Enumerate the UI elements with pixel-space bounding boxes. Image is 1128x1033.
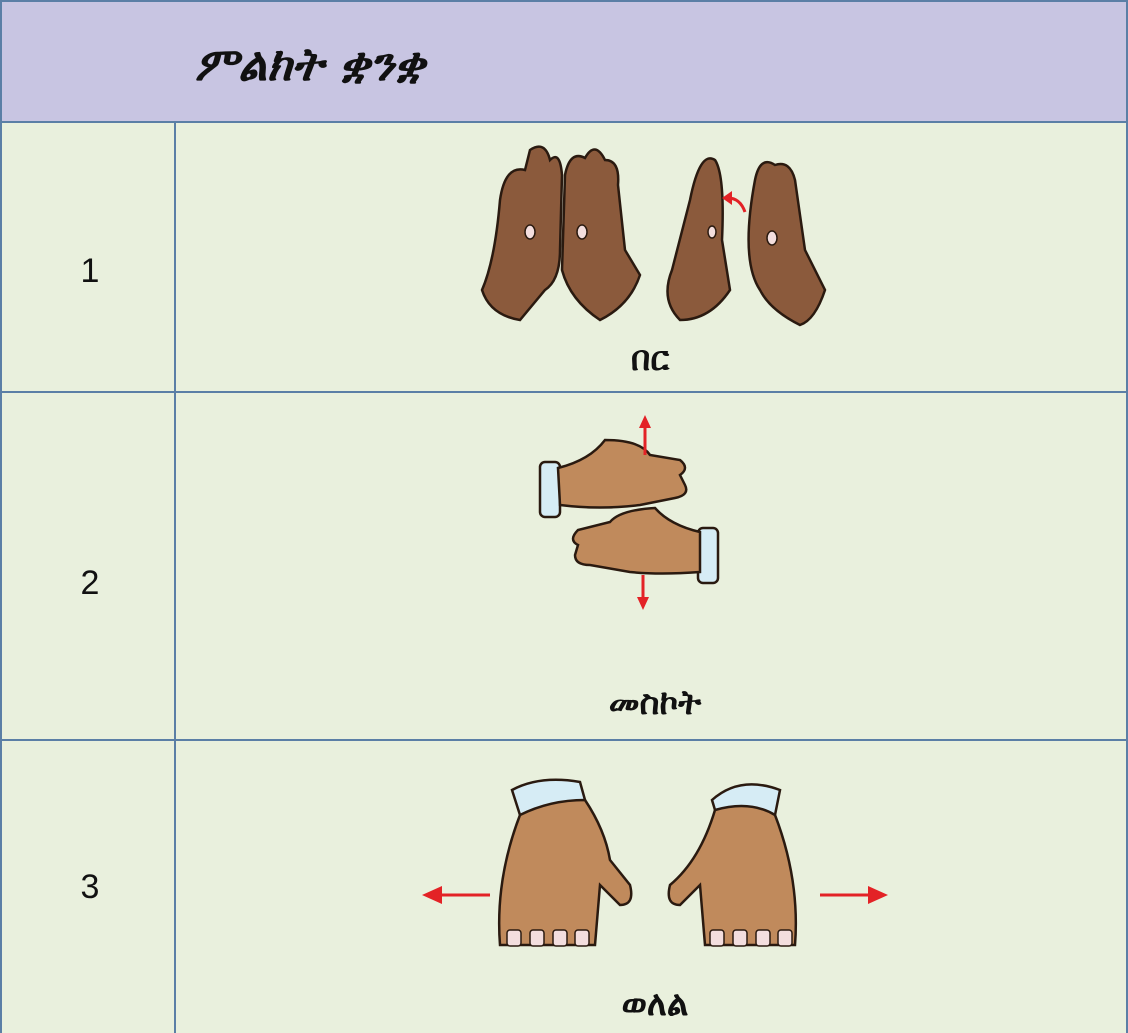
illustration-part bbox=[637, 597, 649, 610]
illustration-part bbox=[560, 148, 642, 322]
sign-label: በር bbox=[631, 339, 670, 379]
illustration-part bbox=[732, 929, 748, 947]
illustration-part bbox=[556, 438, 688, 509]
illustration-part bbox=[766, 230, 778, 246]
illustration-part bbox=[552, 929, 568, 947]
illustration-part bbox=[722, 191, 732, 205]
illustration-part bbox=[666, 157, 732, 322]
illustration-part bbox=[709, 929, 725, 947]
sign-label: ወለል bbox=[622, 984, 689, 1024]
illustration-part bbox=[497, 798, 633, 947]
illustration-part bbox=[571, 506, 702, 575]
row-number: 2 bbox=[81, 564, 100, 602]
hand-illustration bbox=[538, 415, 720, 610]
hand-illustration bbox=[422, 778, 888, 947]
illustration-part bbox=[747, 160, 827, 327]
illustration-part bbox=[639, 415, 651, 428]
illustration-part bbox=[667, 804, 798, 947]
illustration-part bbox=[524, 224, 536, 240]
hand-illustration bbox=[480, 145, 827, 327]
row-number: 1 bbox=[81, 252, 100, 290]
illustration-part bbox=[576, 224, 588, 240]
illustration-part bbox=[868, 886, 888, 904]
illustration-part bbox=[422, 886, 442, 904]
header-row bbox=[0, 0, 1128, 122]
illustration-part bbox=[506, 929, 522, 947]
sign-label: መስኮት bbox=[609, 683, 702, 723]
illustration-part bbox=[707, 225, 717, 239]
illustration-part bbox=[755, 929, 771, 947]
title: ምልክት ቋንቋ bbox=[195, 37, 429, 91]
row-number: 3 bbox=[81, 868, 100, 906]
illustration-part bbox=[480, 145, 564, 322]
illustration-part bbox=[529, 929, 545, 947]
illustration-part bbox=[777, 929, 793, 947]
illustration-part bbox=[574, 929, 590, 947]
